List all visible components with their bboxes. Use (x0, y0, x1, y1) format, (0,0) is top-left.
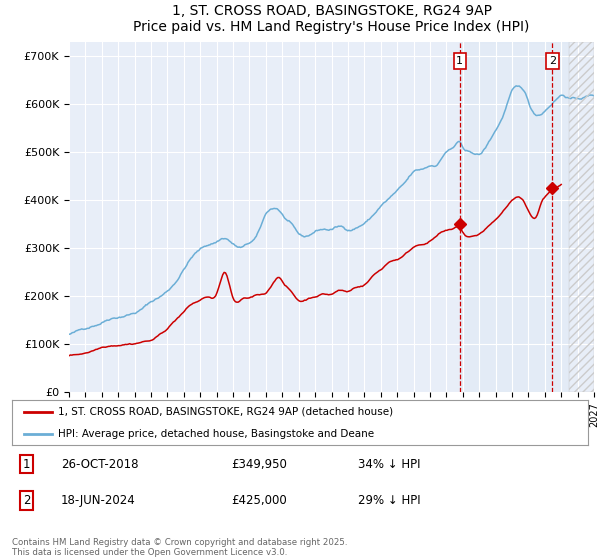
Text: HPI: Average price, detached house, Basingstoke and Deane: HPI: Average price, detached house, Basi… (58, 429, 374, 439)
Text: Contains HM Land Registry data © Crown copyright and database right 2025.
This d: Contains HM Land Registry data © Crown c… (12, 538, 347, 557)
Text: 26-OCT-2018: 26-OCT-2018 (61, 458, 139, 470)
Text: 29% ↓ HPI: 29% ↓ HPI (358, 494, 420, 507)
Text: 1: 1 (456, 56, 463, 66)
Text: 1, ST. CROSS ROAD, BASINGSTOKE, RG24 9AP (detached house): 1, ST. CROSS ROAD, BASINGSTOKE, RG24 9AP… (58, 407, 393, 417)
Text: 34% ↓ HPI: 34% ↓ HPI (358, 458, 420, 470)
Text: 18-JUN-2024: 18-JUN-2024 (61, 494, 136, 507)
Text: £349,950: £349,950 (231, 458, 287, 470)
Text: 1: 1 (23, 458, 30, 470)
Bar (460, 42, 569, 392)
Text: 2: 2 (549, 56, 556, 66)
Title: 1, ST. CROSS ROAD, BASINGSTOKE, RG24 9AP
Price paid vs. HM Land Registry's House: 1, ST. CROSS ROAD, BASINGSTOKE, RG24 9AP… (133, 4, 530, 34)
Text: 2: 2 (23, 494, 30, 507)
Text: £425,000: £425,000 (231, 494, 287, 507)
